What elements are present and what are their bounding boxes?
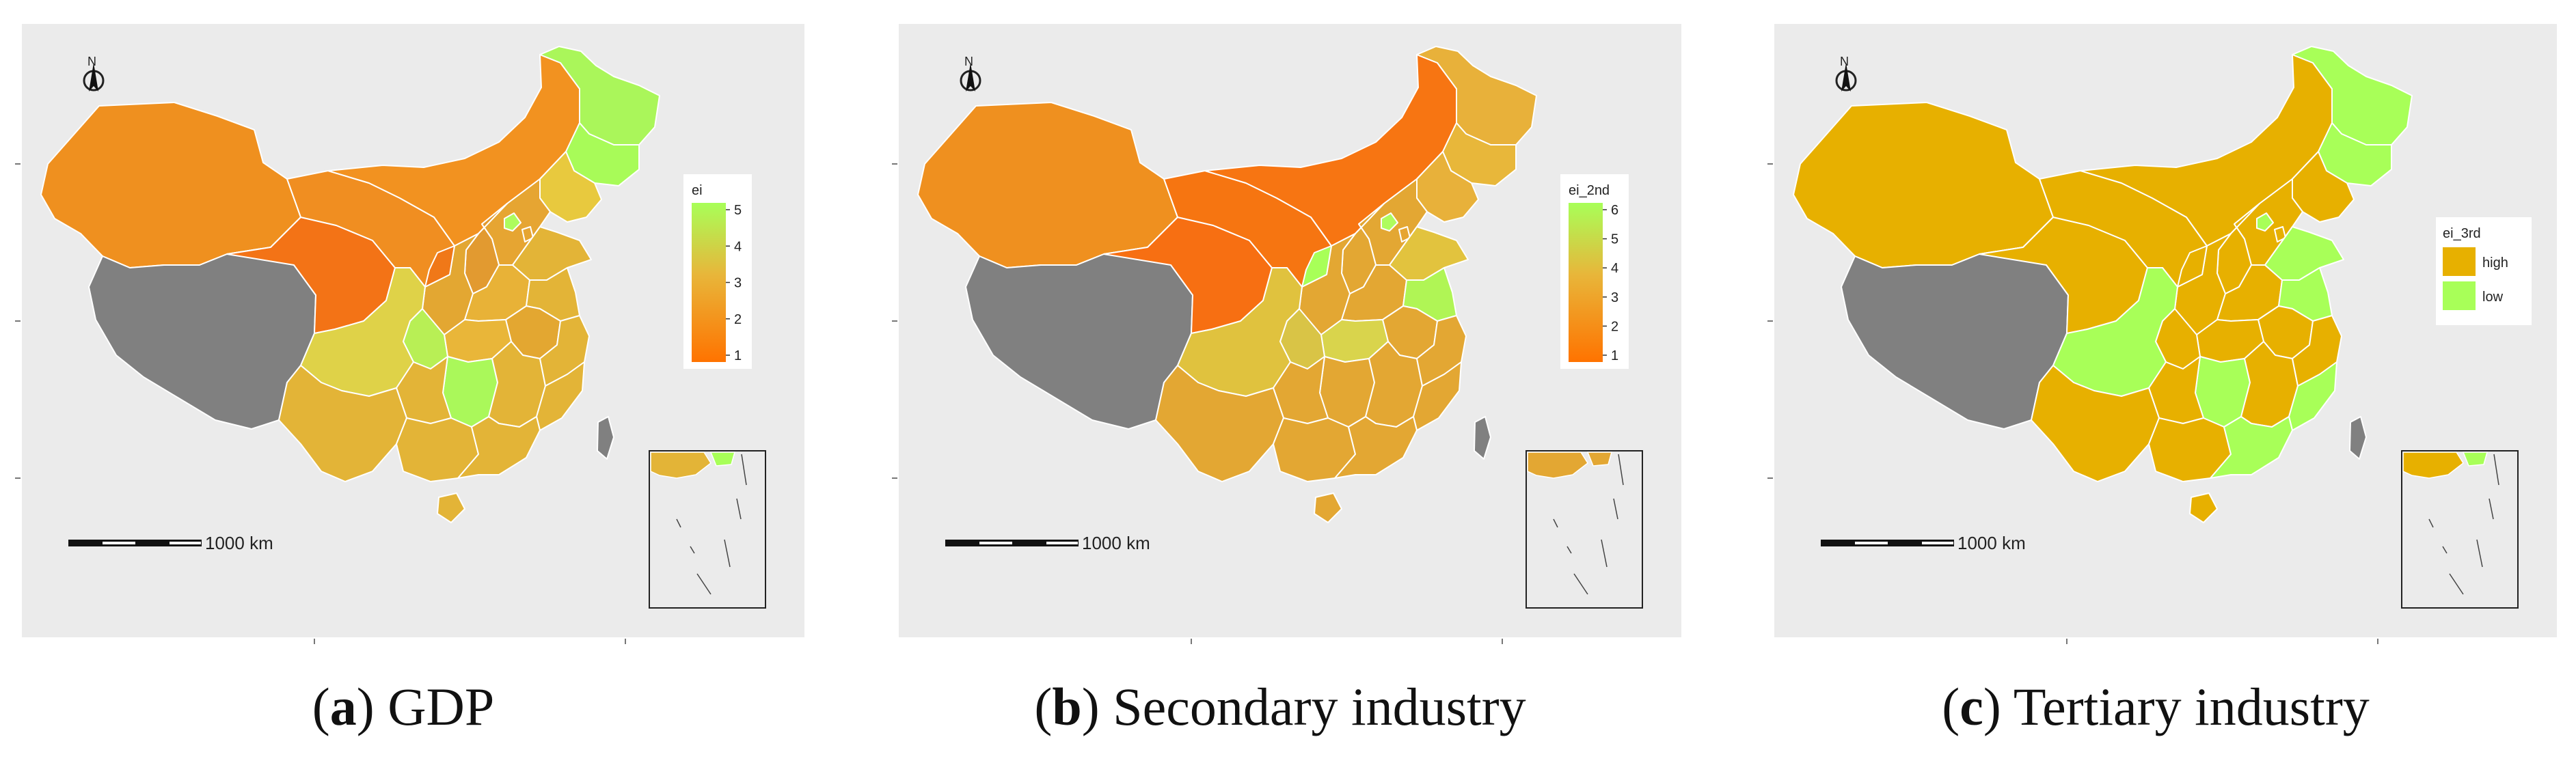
north-label: N: [1840, 55, 1849, 68]
province-beijing: [2256, 212, 2274, 232]
inset-taiwan-area: [2462, 451, 2488, 467]
panel-caption: (a) GDP: [312, 677, 495, 736]
province-ningxia: [1301, 245, 1332, 288]
south-china-sea-inset: [2401, 450, 2519, 609]
inset-taiwan-area: [709, 451, 735, 467]
legend-tick-label: 4: [734, 239, 742, 254]
inset-islands: [676, 454, 747, 595]
caption-text: GDP: [388, 677, 495, 736]
caption-letter: c: [1960, 677, 1983, 736]
legend-item-high: high: [2482, 255, 2508, 270]
legend: ei 5 4 3 2 1: [683, 174, 752, 369]
province-heilongjiang: [2292, 46, 2413, 145]
south-china-sea-inset: [1526, 450, 1643, 609]
caption-text: Tertiary industry: [2013, 677, 2370, 736]
scale-bar-label: 1000 km: [1957, 533, 2026, 553]
scale-bar-segment: [1046, 542, 1078, 544]
scale-bar-segment: [1922, 542, 1953, 544]
inset-mainland: [650, 451, 711, 479]
scale-bar: 1000 km: [945, 533, 1150, 553]
legend-tick-label: 1: [734, 348, 742, 363]
province-hainan: [1314, 492, 1342, 523]
north-arrow-icon: N: [960, 55, 981, 92]
scale-bar: 1000 km: [1821, 533, 2026, 553]
north-label: N: [87, 55, 96, 68]
scale-bar-label: 1000 km: [1082, 533, 1150, 553]
province-shandong: [1389, 226, 1469, 281]
inset-taiwan-area: [1586, 451, 1612, 467]
north-arrow-icon: N: [1835, 55, 1857, 92]
caption-text: Secondary industry: [1113, 677, 1526, 736]
legend-tick-label: 3: [734, 276, 742, 291]
province-heilongjiang: [1416, 46, 1537, 145]
province-taiwan: [1474, 416, 1491, 460]
legend-tick-label: 5: [1611, 232, 1618, 247]
province-guangdong: [1334, 416, 1418, 479]
province-guangdong: [457, 416, 541, 479]
scale-bar-segment: [1855, 542, 1888, 544]
legend-tick-label: 4: [1611, 261, 1618, 276]
province-guangdong: [2210, 416, 2293, 479]
map-panel-tertiary-industry: N 1000 km ei_3rd high low (c) Tertiary indus…: [1752, 0, 2559, 778]
province-taiwan: [2349, 416, 2367, 460]
scale-bar: 1000 km: [68, 533, 273, 553]
legend-title: ei: [692, 183, 703, 198]
legend-title: ei_2nd: [1569, 183, 1610, 198]
province-taiwan: [597, 416, 614, 460]
legend-tick-label: 5: [734, 203, 742, 218]
scale-bar-segment: [103, 542, 135, 544]
map-panel-secondary-industry: N 1000 km ei_2nd 6 5 4 3 2 1 (b) Secondary indus…: [877, 0, 1683, 778]
gdp-map: N 1000 km ei 5 4 3 2 1: [15, 24, 804, 644]
legend-tick-label: 1: [1611, 348, 1618, 363]
caption-letter: a: [329, 677, 357, 736]
province-layer: [1793, 46, 2413, 523]
legend-item-low: low: [2482, 290, 2504, 305]
province-beijing: [1381, 212, 1398, 232]
inset-mainland: [1527, 451, 1588, 479]
province-layer: [917, 46, 1537, 523]
scale-bar-segment: [170, 542, 201, 544]
north-label: N: [964, 55, 973, 68]
legend-colorbar: [1569, 203, 1603, 362]
province-layer: [40, 46, 660, 523]
province-hainan: [2189, 492, 2218, 523]
province-ningxia: [2177, 245, 2208, 288]
province-beijing: [504, 212, 521, 232]
legend-tick-label: 2: [1611, 319, 1618, 334]
north-arrow-icon: N: [83, 55, 105, 92]
legend-tick-label: 3: [1611, 290, 1618, 305]
legend-title: ei_3rd: [2443, 226, 2481, 241]
legend-tick-label: 6: [1611, 203, 1618, 218]
panel-caption: (c) Tertiary industry: [1942, 677, 2370, 736]
legend-tick-label: 2: [734, 312, 742, 327]
inset-islands: [1553, 454, 1624, 595]
inset-mainland: [2402, 451, 2464, 479]
caption-letter: b: [1052, 677, 1082, 736]
province-heilongjiang: [539, 46, 660, 145]
province-ningxia: [424, 245, 455, 288]
panel-caption: (b) Secondary industry: [1034, 677, 1526, 736]
scale-bar-segment: [979, 542, 1012, 544]
legend-swatch-high: [2443, 247, 2476, 276]
province-shandong: [512, 226, 592, 281]
scale-bar-label: 1000 km: [205, 533, 273, 553]
south-china-sea-inset: [649, 450, 766, 609]
inset-islands: [2428, 454, 2499, 595]
province-hainan: [437, 492, 465, 523]
map-panel-gdp: N 1000 km ei 5 4 3 2 1 (a) GDP: [0, 0, 806, 778]
legend-swatch-low: [2443, 281, 2476, 310]
province-shandong: [2264, 226, 2344, 281]
legend-colorbar: [692, 203, 726, 362]
